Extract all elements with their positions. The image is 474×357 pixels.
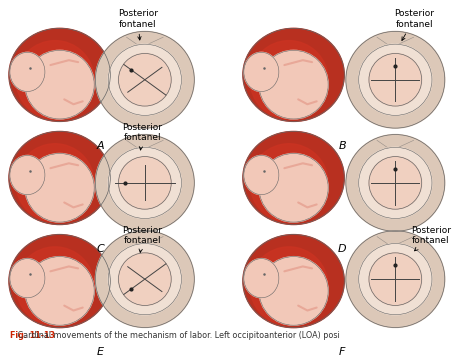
Ellipse shape	[259, 50, 328, 119]
Ellipse shape	[359, 147, 432, 218]
Text: Posterior
fontanel: Posterior fontanel	[411, 226, 451, 251]
Ellipse shape	[359, 44, 432, 115]
Text: Posterior
fontanel: Posterior fontanel	[122, 123, 163, 150]
Ellipse shape	[9, 235, 110, 328]
Text: Posterior
fontanel: Posterior fontanel	[394, 9, 434, 40]
Text: B: B	[338, 141, 346, 151]
Ellipse shape	[243, 28, 344, 121]
Text: A: A	[96, 141, 104, 151]
Ellipse shape	[243, 235, 344, 328]
Ellipse shape	[108, 44, 182, 115]
Ellipse shape	[359, 243, 432, 315]
Ellipse shape	[369, 253, 422, 306]
Text: E: E	[96, 347, 103, 357]
Ellipse shape	[118, 253, 171, 306]
Ellipse shape	[259, 257, 328, 325]
Ellipse shape	[108, 147, 182, 218]
Ellipse shape	[16, 144, 94, 222]
Text: Fig. 11-13: Fig. 11-13	[10, 331, 55, 340]
Ellipse shape	[346, 135, 445, 231]
Ellipse shape	[244, 155, 279, 195]
Text: F: F	[339, 347, 346, 357]
Ellipse shape	[95, 31, 194, 128]
Ellipse shape	[95, 135, 194, 231]
Ellipse shape	[250, 41, 328, 119]
Ellipse shape	[95, 231, 194, 327]
Ellipse shape	[346, 31, 445, 128]
Text: Posterior
fontanel: Posterior fontanel	[118, 9, 158, 40]
Ellipse shape	[259, 154, 328, 222]
Text: Cardinal movements of the mechanism of labor. Left occipitoanterior (LOA) posi: Cardinal movements of the mechanism of l…	[10, 331, 340, 340]
Ellipse shape	[118, 157, 171, 209]
Ellipse shape	[10, 258, 45, 298]
Text: Posterior
fontanel: Posterior fontanel	[122, 226, 163, 252]
Ellipse shape	[25, 50, 94, 119]
Ellipse shape	[369, 157, 422, 209]
Ellipse shape	[250, 144, 328, 222]
Ellipse shape	[244, 52, 279, 91]
Ellipse shape	[250, 247, 328, 325]
Ellipse shape	[369, 54, 422, 106]
Ellipse shape	[25, 154, 94, 222]
Ellipse shape	[118, 54, 171, 106]
Ellipse shape	[16, 247, 94, 325]
Ellipse shape	[346, 231, 445, 327]
Ellipse shape	[25, 257, 94, 325]
Ellipse shape	[9, 28, 110, 121]
Text: C: C	[96, 243, 104, 253]
Ellipse shape	[244, 258, 279, 298]
Ellipse shape	[10, 52, 45, 91]
Ellipse shape	[16, 41, 94, 119]
Ellipse shape	[108, 243, 182, 315]
Text: D: D	[338, 243, 346, 253]
Ellipse shape	[243, 131, 344, 225]
Ellipse shape	[9, 131, 110, 225]
Ellipse shape	[10, 155, 45, 195]
